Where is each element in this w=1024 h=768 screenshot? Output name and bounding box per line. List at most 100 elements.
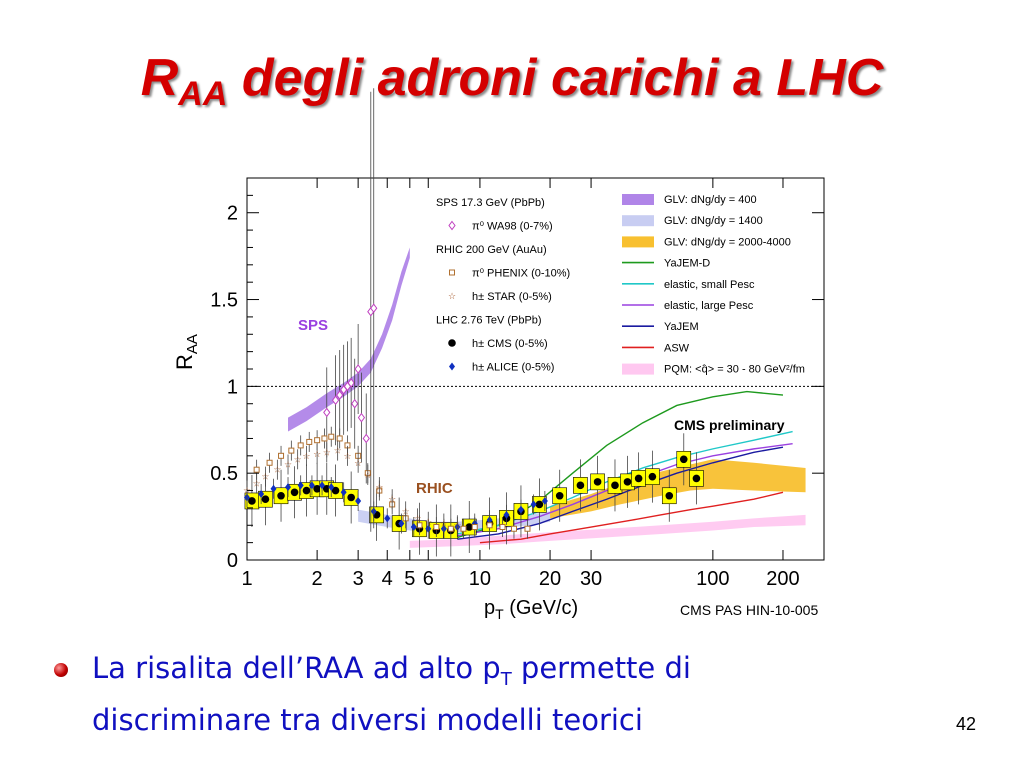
point-star-13: ☆ xyxy=(375,483,383,493)
model-band-2 xyxy=(550,459,806,519)
point-cms-2 xyxy=(277,491,285,500)
point-alice-22 xyxy=(541,496,548,505)
legend-right-label-2: GLV: dNg/dy = 2000-4000 xyxy=(664,236,791,248)
point-star-12: ☆ xyxy=(364,471,372,481)
point-star-2: ☆ xyxy=(261,473,269,483)
point-phenix-22 xyxy=(499,524,506,531)
point-cms-27 xyxy=(679,455,688,464)
point-alice-9 xyxy=(355,496,362,505)
legend-left-label-7: h± ALICE (0-5%) xyxy=(472,362,554,374)
legend-left-label-3: π⁰ PHENIX (0-10%) xyxy=(472,268,570,280)
point-cms-8 xyxy=(347,493,355,502)
point-phenix-6 xyxy=(314,437,321,444)
point-phenix-9 xyxy=(336,435,343,442)
point-phenix-5 xyxy=(306,438,313,445)
x-axis-label: pT (GeV/c) xyxy=(484,597,578,622)
point-cms-18 xyxy=(535,500,544,509)
legend-left: SPS 17.3 GeV (PbPb) π⁰ WA98 (0-7%) RHIC 20… xyxy=(436,197,570,374)
point-wa98-0 xyxy=(323,407,331,418)
rhic-annotation: RHIC xyxy=(416,480,453,497)
x-tick-label-1: 2 xyxy=(312,568,323,590)
point-cms-20 xyxy=(576,481,585,490)
legend-right-swatch-8 xyxy=(622,363,654,375)
slide-title: RAA degli adroni carichi a LHC xyxy=(140,49,884,113)
legend-left-marker-7 xyxy=(449,362,455,371)
point-phenix-18 xyxy=(447,525,454,532)
legend-left-label-0: SPS 17.3 GeV (PbPb) xyxy=(436,197,545,209)
legend-right-label-3: YaJEM-D xyxy=(664,258,710,270)
point-cms-7 xyxy=(331,486,340,495)
legend-left-label-6: h± CMS (0-5%) xyxy=(472,338,548,350)
point-cms-19 xyxy=(555,491,564,500)
x-tick-label-4: 5 xyxy=(404,568,415,590)
point-alice-7 xyxy=(328,483,335,492)
point-alice-20 xyxy=(517,505,524,514)
sps-annotation: SPS xyxy=(298,317,328,334)
point-phenix-21 xyxy=(486,522,493,529)
legend-left-label-5: LHC 2.76 TeV (PbPb) xyxy=(436,315,542,327)
point-phenix-20 xyxy=(471,524,478,531)
point-star-1: ☆ xyxy=(253,480,261,490)
legend-right-label-1: GLV: dNg/dy = 1400 xyxy=(664,215,763,227)
x-tick-label-7: 20 xyxy=(539,568,561,590)
point-cms-23 xyxy=(623,478,632,486)
point-alice-2 xyxy=(270,484,277,493)
point-alice-13 xyxy=(410,523,417,532)
point-star-11: ☆ xyxy=(354,459,362,469)
y-tick-label-3: 1.5 xyxy=(210,290,238,312)
y-tick-label-1: 0.5 xyxy=(210,463,238,485)
legend-right-label-0: GLV: dNg/dy = 400 xyxy=(664,194,757,206)
source-label: CMS PAS HIN-10-005 xyxy=(680,602,818,618)
point-phenix-19 xyxy=(460,525,467,532)
legend-left-marker-4: ☆ xyxy=(448,292,456,302)
legend-left-marker-6 xyxy=(448,339,456,347)
point-phenix-4 xyxy=(297,442,304,449)
cms-preliminary-label: CMS preliminary xyxy=(674,417,785,433)
point-alice-4 xyxy=(297,481,304,490)
point-phenix-1 xyxy=(266,459,273,466)
point-alice-8 xyxy=(340,488,347,497)
x-tick-label-8: 30 xyxy=(580,568,602,590)
model-line-6 xyxy=(457,446,784,540)
point-wa98-11 xyxy=(370,303,378,314)
point-alice-12 xyxy=(398,519,405,528)
point-cms-1 xyxy=(261,495,270,504)
page-number: 42 xyxy=(955,714,976,734)
model-line-7 xyxy=(479,491,784,544)
legend-right-swatch-1 xyxy=(622,215,654,227)
x-tick-label-3: 4 xyxy=(382,568,393,590)
point-star-0: ☆ xyxy=(243,487,251,497)
x-tick-label-6: 10 xyxy=(469,568,491,590)
point-cms-4 xyxy=(302,486,311,495)
point-phenix-3 xyxy=(288,447,295,454)
legend-right-swatch-2 xyxy=(622,236,654,248)
legend-left-marker-1 xyxy=(448,220,456,231)
point-star-7: ☆ xyxy=(313,450,321,460)
x-tick-label-2: 3 xyxy=(353,568,364,590)
point-star-6: ☆ xyxy=(302,452,310,462)
point-wa98-6 xyxy=(351,398,359,409)
legend-right-swatch-0 xyxy=(622,194,654,205)
y-tick-label-0: 0 xyxy=(227,550,238,572)
point-wa98-8 xyxy=(357,412,366,423)
point-phenix-8 xyxy=(328,433,335,440)
y-tick-label-2: 1 xyxy=(227,376,238,398)
legend-left-label-1: π⁰ WA98 (0-7%) xyxy=(472,221,553,233)
legend-left-label-4: h± STAR (0-5%) xyxy=(472,291,552,303)
legend-right-label-6: YaJEM xyxy=(664,321,699,333)
point-star-17: ☆ xyxy=(424,518,432,528)
y-tick-label-4: 2 xyxy=(227,203,238,225)
point-cms-28 xyxy=(692,474,701,483)
legend-right-label-7: ASW xyxy=(664,342,690,354)
legend-right-label-8: PQM: <q̂> = 30 - 80 GeV²/fm xyxy=(664,364,805,376)
point-star-4: ☆ xyxy=(284,461,292,471)
point-alice-21 xyxy=(530,500,537,509)
point-star-5: ☆ xyxy=(294,455,302,465)
x-tick-label-0: 1 xyxy=(241,568,252,590)
point-phenix-16 xyxy=(416,522,423,529)
legend-right-label-4: elastic, small Pesc xyxy=(664,279,755,291)
point-alice-5 xyxy=(308,481,315,490)
bullet-text: La risalita dell’RAA ad alto pT permette… xyxy=(92,651,691,737)
point-star-9: ☆ xyxy=(334,447,342,457)
point-star-15: ☆ xyxy=(402,507,410,517)
